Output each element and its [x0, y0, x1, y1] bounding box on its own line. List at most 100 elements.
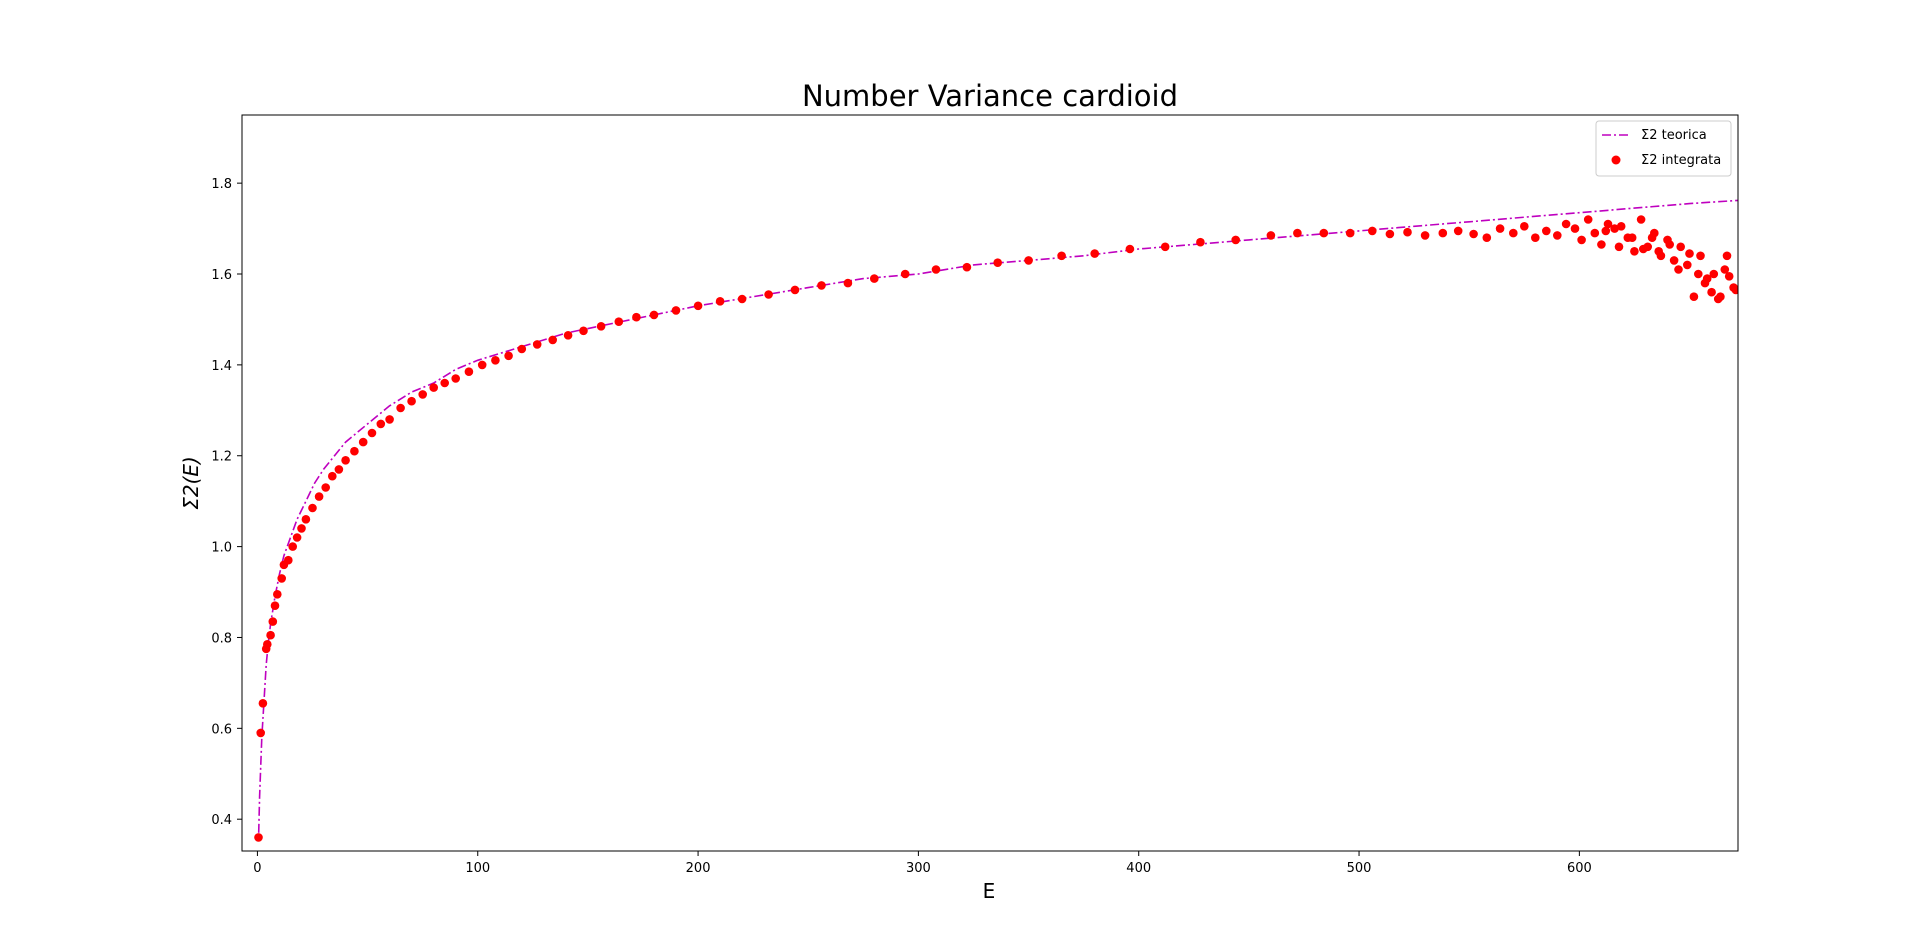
data-point: [1610, 224, 1619, 233]
data-point: [288, 542, 298, 551]
data-point: [314, 492, 324, 501]
x-tick-label: 200: [686, 861, 711, 876]
data-point: [1674, 265, 1683, 274]
data-point: [1636, 215, 1646, 224]
data-point: [517, 344, 527, 354]
data-point: [1403, 227, 1412, 237]
legend-label-integrata: Σ2 integrata: [1641, 153, 1721, 168]
data-point: [396, 403, 405, 413]
data-point: [1482, 233, 1492, 242]
data-point: [962, 262, 972, 272]
data-point: [1160, 242, 1170, 252]
data-point: [464, 367, 474, 377]
x-tick-label: 300: [906, 861, 931, 876]
data-point: [258, 699, 268, 708]
series-integrata: [254, 215, 1738, 842]
data-point: [367, 428, 377, 438]
y-tick-label: 1.2: [211, 450, 232, 465]
plot-area: [241, 114, 1739, 852]
data-point: [1709, 269, 1719, 279]
data-point: [1654, 247, 1663, 256]
data-point: [764, 290, 773, 299]
data-point: [1531, 233, 1540, 242]
data-point: [1345, 228, 1355, 238]
data-point: [843, 278, 853, 288]
data-point: [1601, 226, 1611, 236]
data-point: [931, 265, 941, 274]
data-point: [900, 269, 910, 279]
x-axis: 0 100 200 300 400 500 600: [253, 851, 1592, 876]
data-point: [1495, 224, 1505, 233]
data-point: [1696, 251, 1705, 261]
data-point: [1683, 260, 1692, 270]
data-point: [1700, 278, 1710, 288]
data-point: [1689, 292, 1699, 302]
data-point: [292, 533, 302, 542]
data-point: [1627, 233, 1637, 242]
data-point: [451, 374, 461, 383]
data-point: [1420, 231, 1430, 240]
data-point: [1676, 242, 1685, 252]
data-point: [263, 640, 272, 649]
legend-label-teorica: Σ2 teorica: [1641, 128, 1707, 143]
data-point: [1685, 249, 1694, 258]
x-tick-label: 500: [1347, 861, 1372, 876]
data-point: [1707, 287, 1716, 297]
data-point: [1266, 231, 1276, 240]
data-point: [385, 415, 394, 424]
x-tick-label: 600: [1567, 861, 1592, 876]
data-point: [1583, 215, 1593, 224]
data-point: [870, 274, 879, 283]
data-point: [1616, 222, 1626, 231]
data-point: [790, 285, 800, 295]
data-point: [1577, 235, 1586, 245]
data-point: [1293, 228, 1302, 238]
legend-frame: [1595, 120, 1732, 177]
data-point: [1542, 226, 1551, 236]
data-point: [1630, 247, 1639, 256]
data-point: [308, 503, 317, 513]
data-point: [1639, 244, 1648, 254]
data-point: [532, 340, 542, 349]
data-point: [273, 590, 282, 599]
data-point: [407, 396, 416, 406]
data-point: [693, 301, 703, 311]
data-point: [268, 617, 278, 626]
data-point: [1090, 249, 1099, 258]
y-tick-label: 1.0: [211, 541, 232, 556]
data-point: [277, 574, 287, 583]
data-point: [1722, 251, 1732, 261]
data-point: [1520, 222, 1529, 231]
data-point: [817, 281, 826, 290]
data-point: [1453, 226, 1463, 236]
data-point: [1724, 272, 1734, 281]
x-axis-label: E: [983, 879, 996, 903]
chart-title: Number Variance cardioid: [802, 79, 1178, 113]
data-point: [358, 437, 368, 447]
data-point: [671, 306, 681, 315]
y-tick-label: 1.8: [211, 177, 232, 192]
data-point: [1125, 244, 1135, 254]
data-point: [1385, 229, 1395, 239]
data-point: [504, 351, 513, 361]
data-point: [993, 258, 1002, 268]
data-point: [254, 833, 263, 842]
data-point: [1590, 228, 1600, 238]
x-tick-label: 0: [253, 861, 261, 876]
y-tick-label: 1.4: [211, 359, 232, 374]
data-point: [491, 356, 500, 365]
legend-marker-swatch: [1611, 155, 1621, 165]
data-point: [1614, 242, 1624, 252]
data-point: [614, 317, 624, 327]
plot-frame: [241, 114, 1739, 852]
data-point: [632, 312, 641, 322]
x-tick-label: 100: [465, 861, 490, 876]
data-point: [321, 483, 331, 492]
data-point: [715, 297, 725, 306]
data-point: [1570, 224, 1580, 233]
data-point: [284, 555, 293, 565]
data-point: [1665, 240, 1674, 249]
y-tick-label: 0.8: [211, 631, 232, 646]
data-point: [1024, 256, 1033, 265]
data-point: [1669, 256, 1679, 265]
